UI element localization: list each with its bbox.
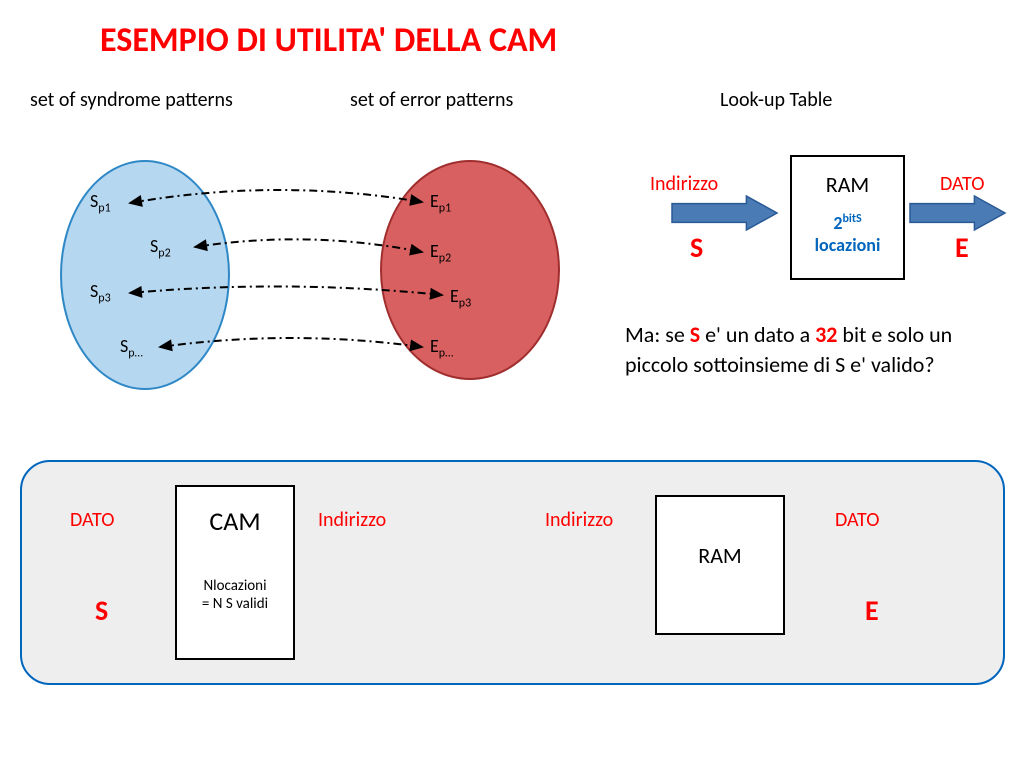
page-title: ESEMPIO DI UTILITA' DELLA CAM bbox=[100, 20, 557, 61]
cam-box: CAM Nlocazioni = N S validi bbox=[175, 485, 295, 660]
syndrome-ellipse bbox=[60, 160, 230, 390]
bl-ind2: Indirizzo bbox=[545, 508, 613, 532]
top-right-label: DATO bbox=[940, 172, 984, 196]
subtitle-lookup: Look-up Table bbox=[720, 88, 832, 112]
cam-label: CAM bbox=[177, 505, 293, 537]
ep-label-3: Ep… bbox=[430, 335, 453, 361]
sp-label-2: Sp3 bbox=[90, 280, 111, 306]
top-right-big: E bbox=[955, 230, 969, 265]
top-left-label: Indirizzo bbox=[650, 172, 718, 196]
ram-bottom-box: RAM bbox=[655, 495, 785, 635]
bl-dato1: DATO bbox=[70, 508, 114, 532]
bl-s: S bbox=[95, 593, 108, 628]
ram-bottom-label: RAM bbox=[657, 542, 783, 569]
bl-dato2: DATO bbox=[835, 508, 879, 532]
error-ellipse bbox=[380, 160, 560, 380]
cam-sub: Nlocazioni = N S validi bbox=[177, 577, 293, 613]
subtitle-syndrome: set of syndrome patterns bbox=[30, 88, 233, 112]
sp-label-0: Sp1 bbox=[90, 190, 111, 216]
ep-label-1: Ep2 bbox=[430, 240, 451, 266]
ep-label-0: Ep1 bbox=[430, 190, 451, 216]
subtitle-error: set of error patterns bbox=[350, 88, 513, 112]
ram-top-sub: 2bitS locazioni bbox=[792, 212, 903, 256]
bl-e: E bbox=[865, 593, 879, 628]
ram-top-box: RAM 2bitS locazioni bbox=[790, 155, 905, 280]
ep-label-2: Ep3 bbox=[450, 285, 471, 311]
sp-label-3: Sp… bbox=[120, 335, 143, 361]
sp-label-1: Sp2 bbox=[150, 235, 171, 261]
description-text: Ma: se S e' un dato a 32 bit e solo un p… bbox=[625, 320, 1005, 379]
top-left-big: S bbox=[690, 230, 703, 265]
ram-top-label: RAM bbox=[792, 171, 903, 198]
bl-ind1: Indirizzo bbox=[318, 508, 386, 532]
bottom-panel bbox=[20, 460, 1005, 685]
